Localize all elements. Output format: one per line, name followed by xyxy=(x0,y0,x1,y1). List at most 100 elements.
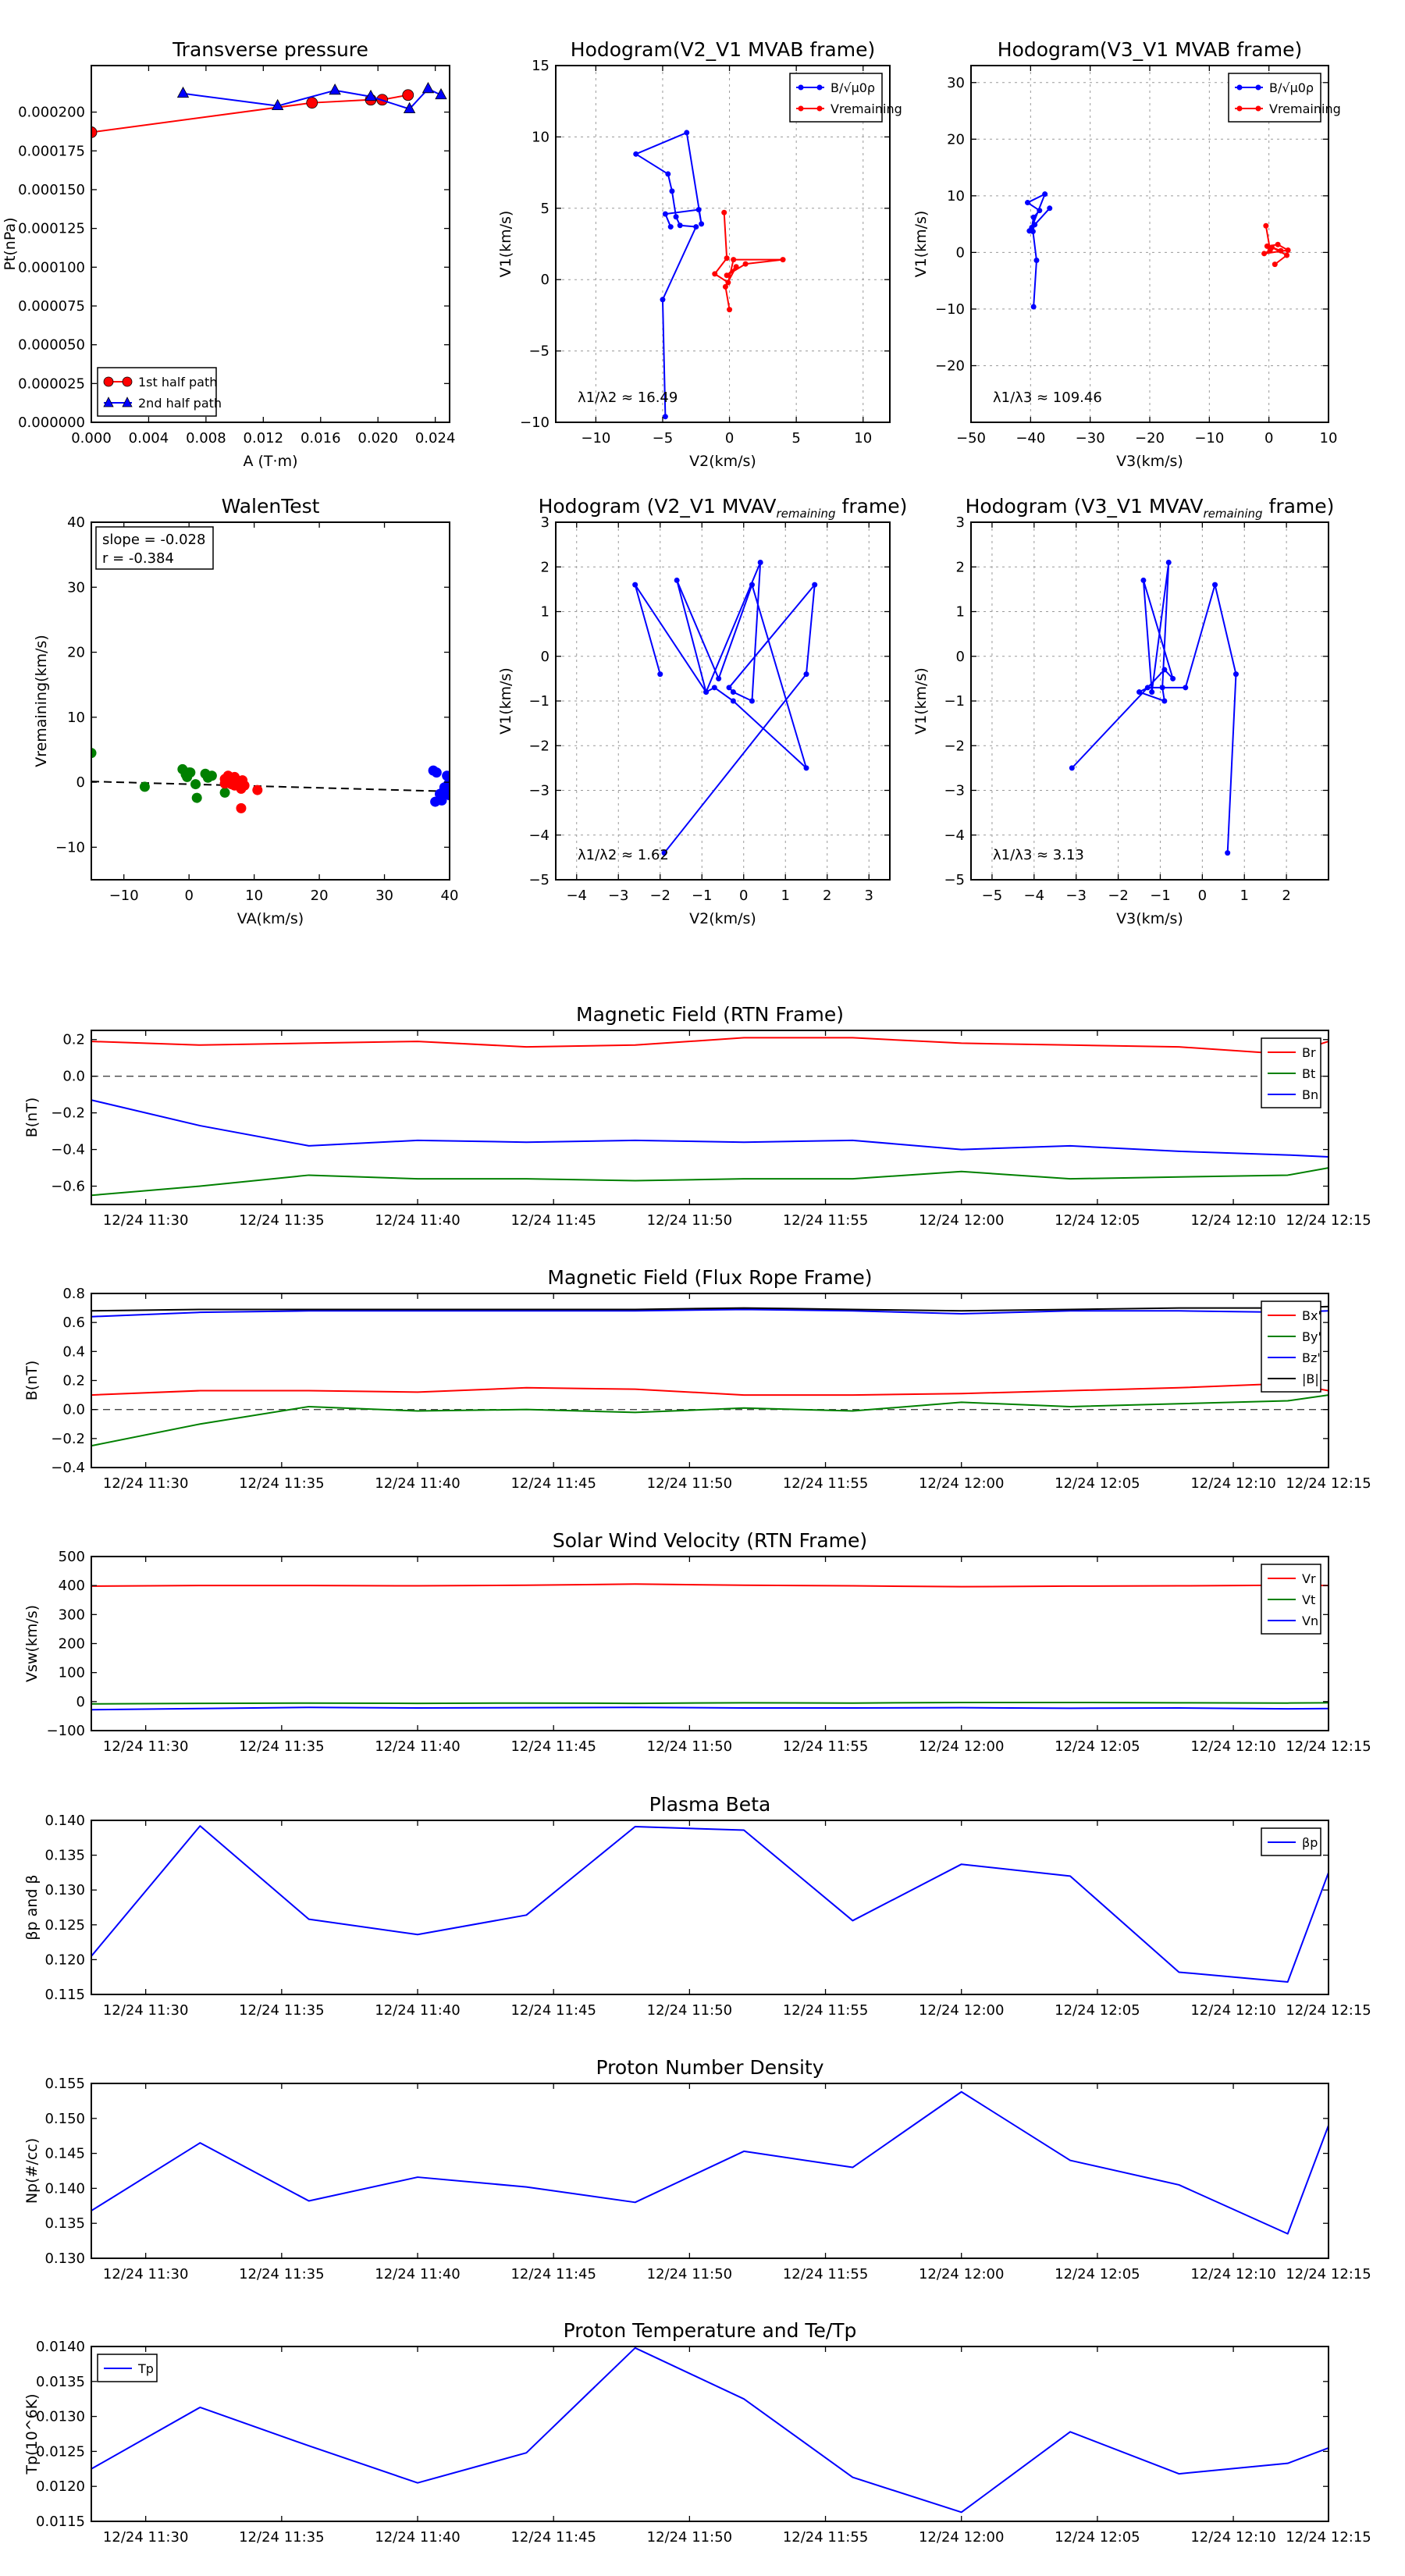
legend-label: Br xyxy=(1302,1045,1316,1060)
data-point xyxy=(1261,251,1268,257)
y-tick-label: 500 xyxy=(59,1549,85,1565)
data-point xyxy=(1284,252,1290,258)
x-tick-label: 12/24 12:05 xyxy=(1055,2002,1140,2019)
plot-frame xyxy=(91,1556,1329,1731)
data-point xyxy=(183,767,194,778)
y-tick-label: −0.2 xyxy=(51,1105,85,1122)
data-point xyxy=(674,577,680,583)
x-tick-label: −2 xyxy=(649,888,670,904)
series-line-1 xyxy=(91,1394,1329,1447)
x-tick-label: 12/24 12:10 xyxy=(1190,1212,1275,1229)
x-tick-label: 12/24 11:45 xyxy=(510,2529,596,2546)
x-tick-label: 12/24 11:40 xyxy=(375,2529,460,2546)
legend-label: By' xyxy=(1302,1329,1321,1344)
legend-label: Bn xyxy=(1302,1087,1318,1102)
y-axis-label: V1(km/s) xyxy=(497,211,514,278)
y-axis-label: V1(km/s) xyxy=(497,667,514,735)
data-point xyxy=(1264,243,1270,249)
data-point xyxy=(724,255,730,262)
legend-label: βp xyxy=(1302,1835,1318,1850)
x-tick-label: −20 xyxy=(1135,430,1165,447)
plot-frame xyxy=(91,1820,1329,1995)
y-tick-label: 10 xyxy=(67,710,85,726)
data-point xyxy=(673,214,679,220)
x-tick-label: 12/24 11:45 xyxy=(510,1475,596,1492)
x-tick-label: 12/24 12:15 xyxy=(1286,1212,1371,1229)
y-tick-label: 20 xyxy=(67,645,85,661)
x-tick-label: 12/24 11:55 xyxy=(783,2529,868,2546)
x-tick-label: 12/24 11:35 xyxy=(239,1212,324,1229)
title-sub: remaining xyxy=(777,507,836,521)
data-point xyxy=(191,792,202,803)
annotation-text: λ1/λ2 ≈ 16.49 xyxy=(578,390,678,406)
series-group xyxy=(91,81,447,138)
x-tick-label: 0.000 xyxy=(71,430,112,447)
x-tick-label: 12/24 11:40 xyxy=(375,2002,460,2019)
series-line-0 xyxy=(91,2090,1329,2235)
data-point xyxy=(422,81,435,94)
data-point xyxy=(724,272,730,279)
chart-title: Magnetic Field (Flux Rope Frame) xyxy=(547,1266,872,1289)
x-tick-label: 0 xyxy=(184,888,193,904)
data-point xyxy=(1161,698,1168,704)
y-tick-label: −0.4 xyxy=(51,1460,85,1476)
y-axis-label: βp and β xyxy=(23,1874,41,1940)
x-tick-label: 12/24 11:30 xyxy=(103,1738,188,1755)
data-point xyxy=(1069,765,1075,771)
data-point xyxy=(667,224,674,230)
x-tick-label: 12/24 11:45 xyxy=(510,1212,596,1229)
data-point xyxy=(721,209,727,215)
x-axis-label: V3(km/s) xyxy=(1116,910,1183,927)
y-tick-label: 0.000100 xyxy=(18,259,85,276)
y-tick-label: 1 xyxy=(956,604,965,621)
x-tick-label: 0 xyxy=(1198,888,1207,904)
x-tick-label: 12/24 12:05 xyxy=(1055,2529,1140,2546)
data-point xyxy=(1165,560,1172,566)
y-tick-label: 2 xyxy=(541,559,550,575)
x-tick-label: 12/24 11:45 xyxy=(510,2002,596,2019)
series-group xyxy=(1069,560,1239,856)
legend: Br Bt Bn xyxy=(1261,1037,1321,1108)
data-point xyxy=(699,221,705,227)
chart-title: Hodogram(V2_V1 MVAB frame) xyxy=(571,38,875,61)
y-tick-label: 0.000175 xyxy=(18,143,85,159)
y-tick-label: −4 xyxy=(944,827,965,844)
data-point xyxy=(633,151,639,157)
y-tick-label: 0.000075 xyxy=(18,298,85,315)
x-tick-label: 12/24 11:30 xyxy=(103,1475,188,1492)
x-tick-label: 12/24 11:35 xyxy=(239,2529,324,2546)
data-point xyxy=(1047,205,1053,212)
data-point xyxy=(176,86,190,98)
y-axis-label: Vremaining(km/s) xyxy=(33,635,50,767)
series-line-1 xyxy=(91,1167,1329,1197)
legend: Bx' By' Bz' |B| xyxy=(1261,1300,1321,1393)
chart-panel-3: −50 −40 −30 −20 −10 0 10 −20 −10 0 10 20 30 Hodogram(… xyxy=(912,38,1341,470)
x-tick-label: 0 xyxy=(739,888,748,904)
y-tick-label: −3 xyxy=(528,783,550,799)
series-line-3 xyxy=(91,1305,1329,1312)
data-point xyxy=(431,767,442,778)
y-tick-label: 0.0120 xyxy=(36,2478,85,2495)
y-axis-label: B(nT) xyxy=(23,1098,41,1138)
data-point xyxy=(1042,191,1048,197)
legend-marker xyxy=(1236,84,1243,91)
x-tick-label: 2 xyxy=(823,888,831,904)
x-tick-label: 10 xyxy=(1320,430,1338,447)
x-tick-label: 12/24 12:05 xyxy=(1055,2266,1140,2282)
data-point xyxy=(693,224,699,230)
x-tick-label: 12/24 12:00 xyxy=(919,2002,1004,2019)
x-tick-label: −10 xyxy=(109,888,139,904)
y-tick-label: 0.120 xyxy=(44,1952,85,1968)
y-tick-label: 40 xyxy=(67,514,85,531)
x-tick-label: 10 xyxy=(854,430,872,447)
y-tick-label: 0.0135 xyxy=(36,2374,85,2390)
legend: B/√μ0ρ Vremaining xyxy=(789,73,902,123)
data-point xyxy=(252,785,263,795)
y-axis-label: Vsw(km/s) xyxy=(23,1605,41,1682)
y-tick-label: 15 xyxy=(532,58,550,74)
chart-title: Magnetic Field (RTN Frame) xyxy=(576,1003,844,1026)
y-tick-label: 0 xyxy=(956,649,965,665)
legend-marker xyxy=(816,105,823,112)
